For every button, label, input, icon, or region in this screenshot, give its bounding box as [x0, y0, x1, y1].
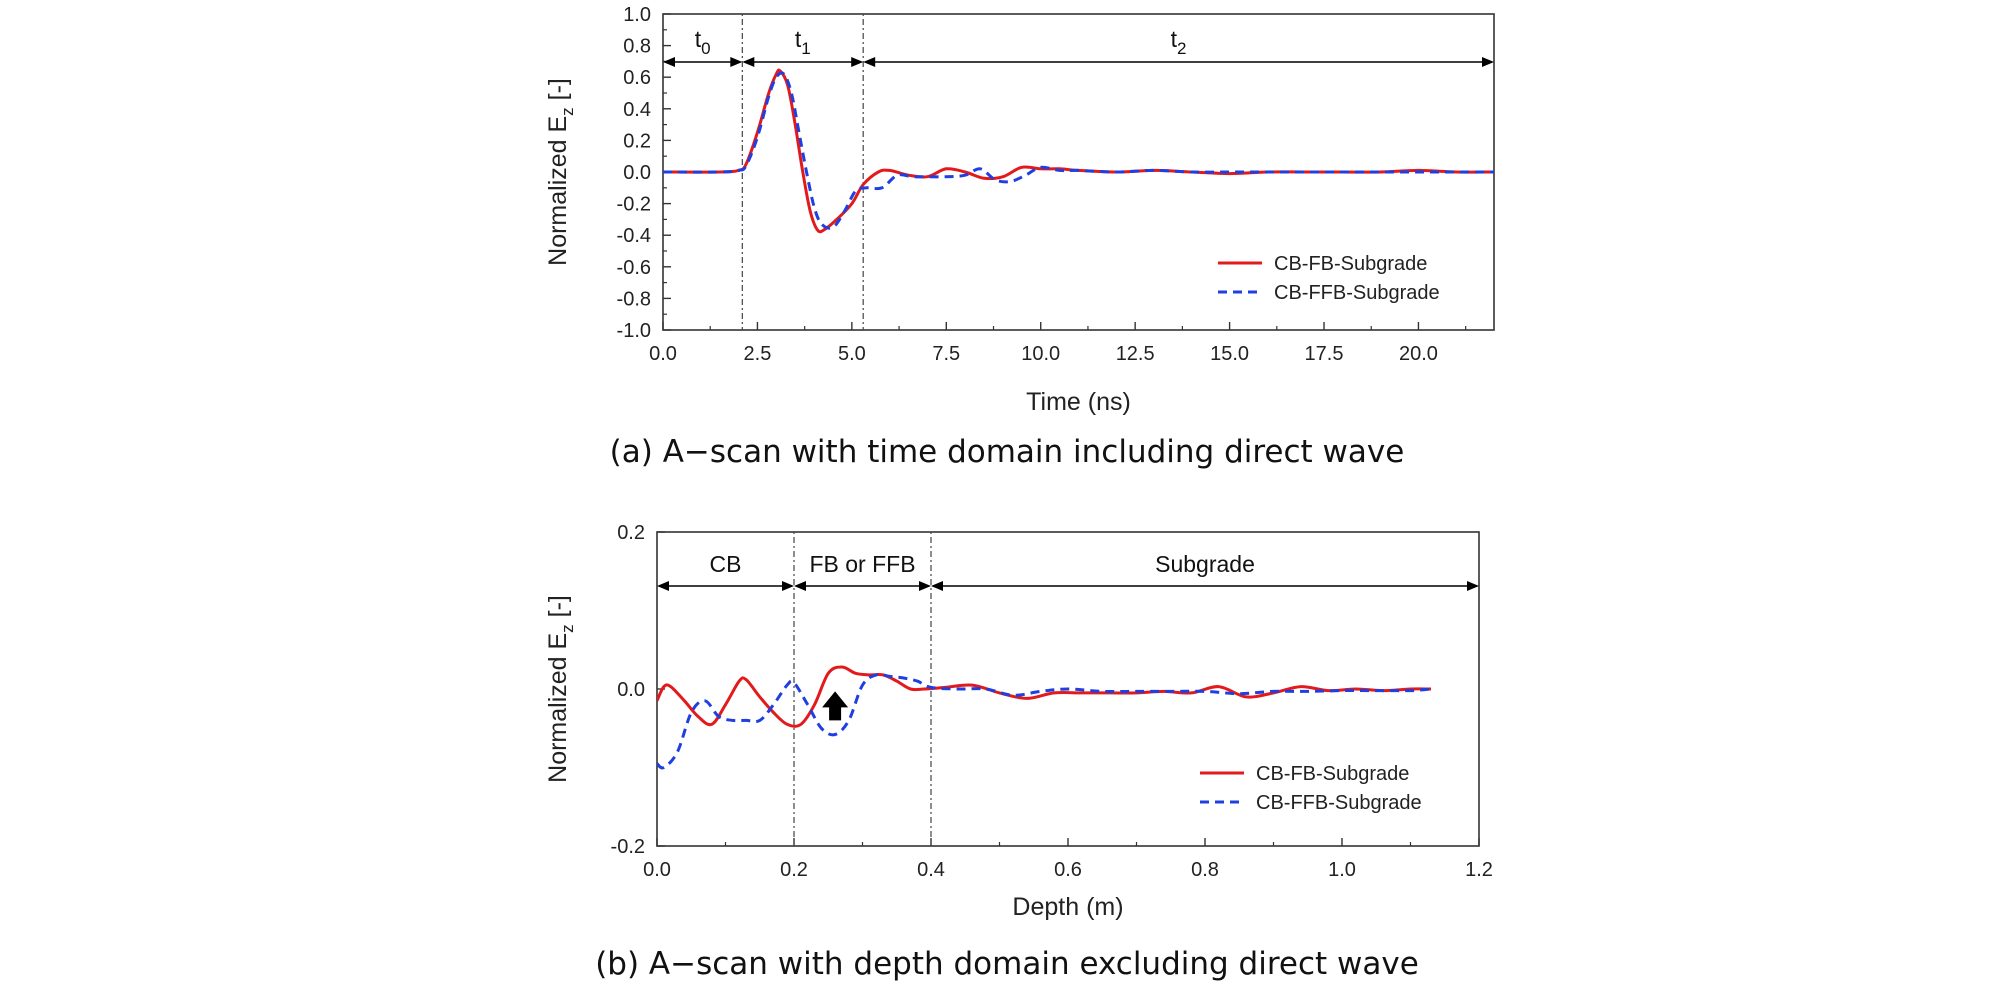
y-tick-label: 0.8	[623, 36, 651, 58]
y-tick-label: -0.4	[617, 225, 651, 247]
y-axis-label-main: Normalized E	[544, 116, 572, 266]
annotation-arrow	[822, 691, 849, 721]
region-label: CB	[710, 551, 742, 577]
region-label-main: t	[695, 26, 702, 52]
y-tick-label: 0.2	[623, 130, 651, 152]
region-arrowhead-left	[794, 581, 806, 591]
region-arrowhead-right	[730, 57, 743, 67]
y-tick-label: 0.0	[617, 679, 645, 701]
x-axis-label: Time (ns)	[1026, 388, 1131, 416]
y-axis-label: Normalized Ez [-]	[544, 78, 577, 266]
y-axis-label-sub: z	[558, 624, 577, 633]
region-arrowhead-right	[1467, 581, 1479, 591]
region-label: FB or FFB	[809, 551, 915, 577]
series-line-cb-ffb-subgrade	[657, 672, 1432, 770]
y-tick-label: -0.2	[611, 836, 645, 858]
y-tick-label: 0.4	[623, 99, 651, 121]
y-axis-label-unit: [-]	[544, 78, 572, 107]
x-axis-label: Depth (m)	[1012, 893, 1123, 921]
y-tick-label: 0.6	[623, 67, 651, 89]
x-tick-label: 1.2	[1465, 859, 1493, 881]
region-arrowhead-right	[782, 581, 794, 591]
figure-caption: (b) A−scan with depth domain excluding d…	[595, 946, 1419, 982]
y-tick-label: 1.0	[623, 4, 651, 26]
region-arrowhead-left	[931, 581, 943, 591]
legend-label: CB-FFB-Subgrade	[1256, 792, 1422, 814]
x-tick-label: 5.0	[838, 343, 866, 365]
region-label-main: t	[1171, 26, 1178, 52]
legend-label: CB-FB-Subgrade	[1274, 253, 1427, 275]
y-tick-label: -1.0	[617, 320, 651, 342]
x-tick-label: 0.2	[780, 859, 808, 881]
x-tick-label: 15.0	[1210, 343, 1249, 365]
region-label: t2	[1171, 26, 1187, 58]
region-label-main: FB or FFB	[809, 551, 915, 577]
region-label-sub: 0	[701, 39, 710, 58]
y-tick-label: -0.2	[617, 194, 651, 216]
region-label-main: CB	[710, 551, 742, 577]
region-arrowhead-left	[663, 57, 675, 67]
y-tick-label: -0.8	[617, 288, 651, 310]
y-axis-label: Normalized Ez [-]	[544, 595, 577, 783]
x-tick-label: 17.5	[1305, 343, 1344, 365]
y-axis-label-main: Normalized E	[544, 633, 572, 783]
y-axis-label-unit: [-]	[544, 595, 572, 624]
series-line-cb-fb-subgrade	[657, 665, 1432, 728]
x-tick-label: 2.5	[744, 343, 772, 365]
x-tick-label: 1.0	[1328, 859, 1356, 881]
y-tick-label: 0.0	[623, 162, 651, 184]
region-arrowhead-left	[657, 581, 669, 591]
y-axis-label-sub: z	[558, 107, 577, 116]
legend-label: CB-FFB-Subgrade	[1274, 282, 1440, 304]
x-tick-label: 0.0	[649, 343, 677, 365]
x-tick-label: 7.5	[932, 343, 960, 365]
x-tick-label: 0.6	[1054, 859, 1082, 881]
region-label-sub: 1	[801, 39, 810, 58]
x-tick-label: 20.0	[1399, 343, 1438, 365]
x-tick-label: 10.0	[1021, 343, 1060, 365]
y-tick-label: 0.2	[617, 522, 645, 544]
x-tick-label: 0.8	[1191, 859, 1219, 881]
y-tick-label: -0.6	[617, 257, 651, 279]
region-label-main: Subgrade	[1155, 551, 1255, 577]
region-arrowhead-right	[1482, 57, 1494, 67]
region-label: t1	[795, 26, 811, 58]
region-label: Subgrade	[1155, 551, 1255, 577]
region-label-main: t	[795, 26, 802, 52]
x-tick-label: 12.5	[1116, 343, 1155, 365]
series-line-cb-ffb-subgrade	[663, 71, 1494, 230]
chart-a-time-domain: 0.0 2.5 5.0 7.5 10.0 12.5 15.0 17.5 20.01.00.80.…	[544, 4, 1495, 470]
region-label: t0	[695, 26, 711, 58]
region-label-sub: 2	[1177, 39, 1186, 58]
figure-caption: (a) A−scan with time domain including di…	[610, 434, 1405, 470]
region-arrowhead-left	[742, 57, 755, 67]
x-tick-label: 0.0	[643, 859, 671, 881]
region-arrowhead-right	[919, 581, 931, 591]
x-tick-label: 0.4	[917, 859, 945, 881]
region-arrowhead-right	[851, 57, 864, 67]
region-arrowhead-left	[863, 57, 876, 67]
legend-label: CB-FB-Subgrade	[1256, 763, 1409, 785]
